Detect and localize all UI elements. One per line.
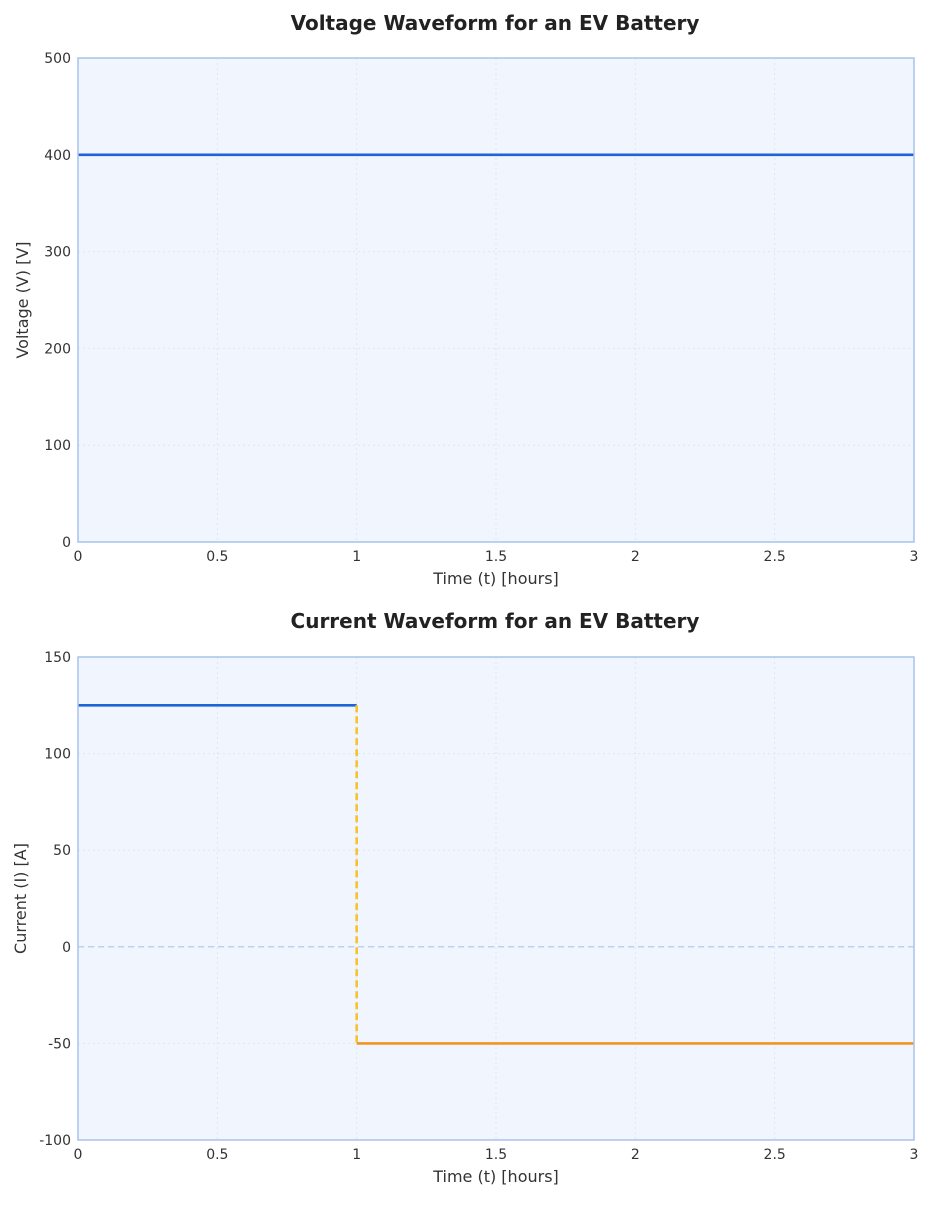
- voltage-x-tick-label: 2.5: [764, 549, 786, 565]
- current-x-tick-label: 1: [352, 1147, 361, 1163]
- current-y-tick-label: -50: [48, 1036, 71, 1052]
- current-chart-title: Current Waveform for an EV Battery: [291, 609, 700, 633]
- voltage-x-tick-label: 1.5: [485, 549, 507, 565]
- current-y-tick-label: 150: [44, 650, 71, 666]
- current-y-axis-label: Current (I) [A]: [11, 843, 30, 954]
- current-x-tick-label: 3: [910, 1147, 919, 1163]
- voltage-y-tick-label: 200: [44, 341, 71, 357]
- voltage-x-tick-label: 2: [631, 549, 640, 565]
- current-x-tick-label: 2.5: [764, 1147, 786, 1163]
- voltage-plot-frame: [77, 57, 915, 543]
- voltage-x-tick-label: 3: [910, 549, 919, 565]
- voltage-y-tick-label: 100: [44, 438, 71, 454]
- voltage-y-tick-label: 300: [44, 245, 71, 261]
- voltage-x-tick-label: 1: [352, 549, 361, 565]
- current-x-axis-label: Time (t) [hours]: [432, 1167, 559, 1186]
- current-y-tick-label: 0: [62, 940, 71, 956]
- voltage-chart-title: Voltage Waveform for an EV Battery: [291, 11, 700, 35]
- current-x-tick-label: 2: [631, 1147, 640, 1163]
- voltage-x-tick-label: 0: [74, 549, 83, 565]
- current-y-tick-label: 50: [53, 843, 71, 859]
- voltage-x-tick-label: 0.5: [206, 549, 228, 565]
- voltage-y-tick-label: 500: [44, 51, 71, 67]
- current-chart: 0 0.5 1 1.5 2 2.5 3 -100 -50 0 50 100 150 Current Wav…: [11, 609, 918, 1186]
- current-x-tick-label: 0.5: [206, 1147, 228, 1163]
- current-y-tick-label: -100: [39, 1133, 71, 1149]
- current-plot-frame: [77, 656, 915, 1141]
- current-y-tick-label: 100: [44, 747, 71, 763]
- voltage-y-axis-label: Voltage (V) [V]: [13, 241, 32, 358]
- current-x-tick-label: 0: [74, 1147, 83, 1163]
- voltage-y-tick-label: 0: [62, 535, 71, 551]
- current-x-tick-label: 1.5: [485, 1147, 507, 1163]
- voltage-chart: 0 0.5 1 1.5 2 2.5 3 0 100 200 300 400 500 Voltage Wav…: [13, 11, 918, 588]
- voltage-x-axis-label: Time (t) [hours]: [432, 569, 559, 588]
- voltage-y-tick-label: 400: [44, 148, 71, 164]
